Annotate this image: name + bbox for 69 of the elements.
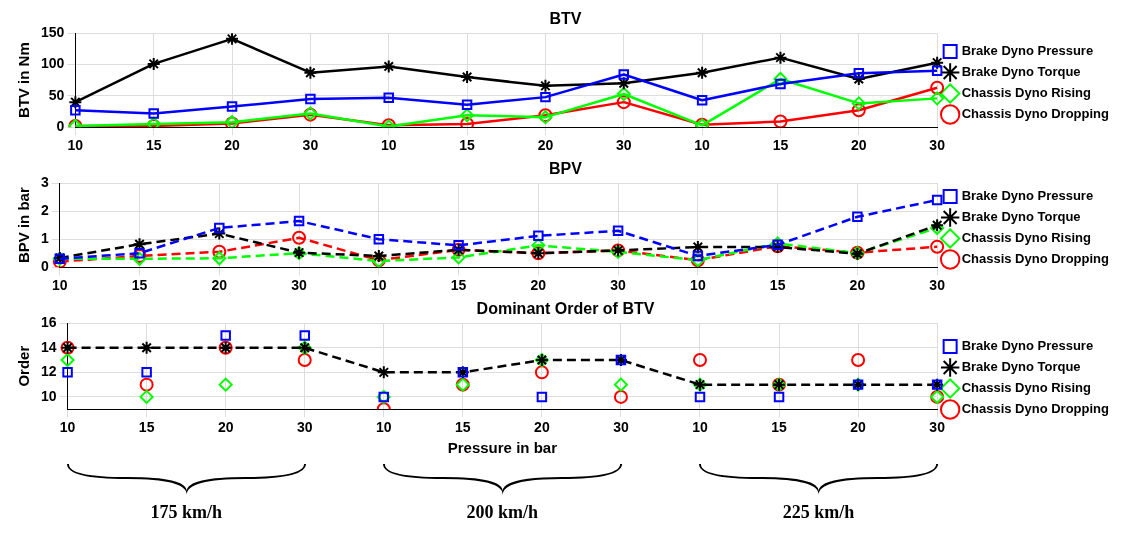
x-tick-label: 20 — [224, 137, 241, 154]
x-tick-label: 20 — [851, 137, 867, 154]
x-tick-label: 10 — [692, 419, 708, 436]
legend-label: Chassis Dyno Dropping — [961, 401, 1110, 417]
y-tick-label: 3 — [40, 174, 49, 191]
x-tick-label: 10 — [371, 277, 387, 294]
x-tick-label: 15 — [772, 137, 789, 154]
x-tick-label: 30 — [302, 137, 319, 154]
y-tick-label: 10 — [40, 387, 57, 404]
x-tick-label: 20 — [537, 137, 554, 154]
legend-label: Chassis Dyno Dropping — [961, 251, 1110, 267]
x-tick-label: 15 — [769, 277, 786, 294]
y-tick-label: 12 — [40, 363, 57, 380]
text: 225 km/h — [781, 502, 856, 523]
x-tick-label: 20 — [211, 277, 228, 294]
y-tick-label: 16 — [40, 314, 57, 331]
x-tick-label: 30 — [296, 419, 313, 436]
legend-label: Chassis Dyno Dropping — [961, 106, 1110, 122]
x-tick-label: 15 — [131, 277, 148, 294]
text: 200 km/h — [465, 502, 540, 523]
x-tick-label: 15 — [771, 419, 788, 436]
y-axis-title: Order — [15, 345, 33, 387]
x-tick-label: 30 — [291, 277, 308, 294]
x-tick-label: 30 — [615, 137, 632, 154]
chart-title: Dominant Order of BTV — [476, 300, 655, 318]
x-tick-label: 10 — [380, 137, 397, 154]
y-tick-label: 14 — [40, 338, 57, 355]
y-tick-label: 0 — [56, 118, 65, 135]
x-tick-label: 10 — [67, 137, 84, 154]
y-tick-label: 1 — [40, 230, 49, 247]
y-tick-label: 50 — [48, 86, 65, 103]
x-tick-label: 15 — [138, 419, 155, 436]
x-tick-label: 15 — [450, 277, 467, 294]
x-tick-label: 10 — [694, 137, 711, 154]
legend-label: Brake Dyno Torque — [961, 64, 1081, 80]
x-tick-label: 15 — [459, 137, 476, 154]
legend-label: Brake Dyno Torque — [961, 209, 1081, 225]
legend-label: Chassis Dyno Rising — [961, 230, 1092, 246]
x-tick-label: 20 — [534, 419, 550, 436]
x-tick-label: 20 — [850, 419, 867, 436]
legend-label: Chassis Dyno Rising — [961, 85, 1092, 101]
x-tick-label: 20 — [849, 277, 866, 294]
legend-label: Brake Dyno Pressure — [961, 43, 1094, 59]
text: 175 km/h — [149, 502, 223, 523]
legend-label: Brake Dyno Torque — [961, 359, 1081, 375]
x-tick-label: 20 — [217, 419, 234, 436]
chart-title: BTV — [549, 10, 582, 28]
x-tick-label: 10 — [690, 277, 706, 294]
x-tick-label: 30 — [613, 419, 629, 436]
legend-label: Brake Dyno Pressure — [961, 338, 1094, 354]
y-axis-title: BTV in Nm — [15, 42, 33, 119]
y-tick-label: 150 — [41, 24, 65, 41]
y-tick-label: 100 — [41, 55, 65, 72]
legend-label: Chassis Dyno Rising — [961, 380, 1092, 396]
x-tick-label: 30 — [929, 137, 946, 154]
legend-label: Brake Dyno Pressure — [961, 188, 1094, 204]
y-axis-title: BPV in bar — [15, 187, 33, 264]
y-tick-label: 2 — [40, 202, 49, 219]
x-tick-label: 30 — [929, 277, 946, 294]
chart-title: BPV — [549, 160, 583, 178]
x-tick-label: 20 — [530, 277, 547, 294]
x-tick-label: 15 — [455, 419, 471, 436]
x-tick-label: 15 — [145, 137, 162, 154]
x-tick-label: 10 — [59, 419, 76, 436]
x-tick-label: 30 — [929, 419, 946, 436]
x-axis-title: Pressure in bar — [447, 439, 558, 457]
y-tick-label: 0 — [40, 258, 49, 275]
x-tick-label: 10 — [375, 419, 392, 436]
x-tick-label: 30 — [610, 277, 627, 294]
